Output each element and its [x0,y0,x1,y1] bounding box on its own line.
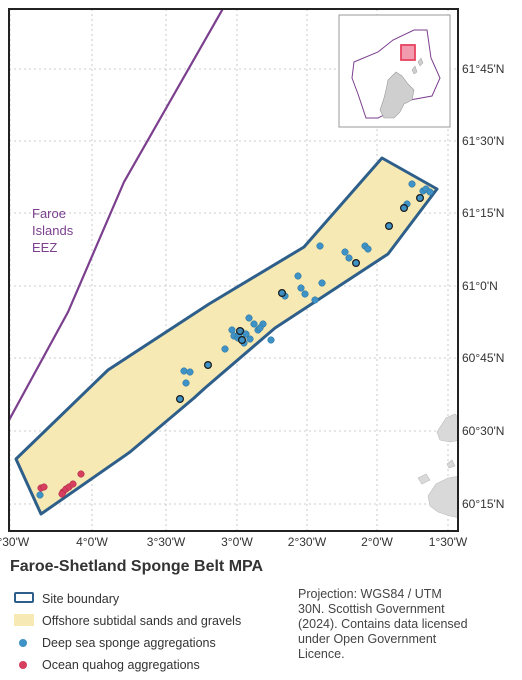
legend-label: Offshore subtidal sands and gravels [42,614,242,628]
sponge-point [221,345,229,353]
sponge-dot-swatch [19,639,27,647]
legend-label: Deep sea sponge aggregations [42,636,216,650]
sponge-point-outline [416,194,425,203]
lat-tick: 61°0'N [462,279,498,293]
quahog-point [58,490,66,498]
sponge-point-outline [204,361,213,370]
sponge-point [311,296,319,304]
map-frame [8,8,459,532]
sponge-point [267,336,275,344]
eez-label-line-3: EEZ [32,240,57,255]
sponge-point [408,180,416,188]
inset-scotland [379,71,415,119]
sponge-point [245,314,253,322]
lon-tick: 4°0'W [76,535,108,549]
sponge-point [426,188,434,196]
faroe-eez-line [9,9,224,423]
sponge-point [246,335,254,343]
map-credit: Projection: WGS84 / UTM 30N. Scottish Go… [298,587,468,661]
sponge-point-outline [352,259,361,268]
map-title: Faroe-Shetland Sponge Belt MPA [10,558,264,575]
eez-label-line-1: Faroe [32,206,66,221]
legend-item-sands: Offshore subtidal sands and gravels [12,610,292,632]
lon-tick: 3°0'W [221,535,253,549]
lat-tick: 61°15'N [462,206,504,220]
quahog-point [40,483,48,491]
legend-item-boundary: Site boundary [12,588,292,610]
sponge-point [316,242,324,250]
lon-tick: 3°30'W [147,535,186,549]
sponge-point [242,330,250,338]
lon-tick: 2°30'W [288,535,327,549]
sponge-point [228,326,236,334]
quahog-dot-swatch [19,661,27,669]
sponge-point-outline [385,222,394,231]
sponge-point-outline [238,336,247,345]
inset-eez-outline [351,29,441,119]
sponge-point-outline [400,204,409,213]
sponge-point [318,279,326,287]
sponge-point [250,320,258,328]
sponge-point [186,368,194,376]
shetland-land [417,413,458,518]
sponge-point-outline [278,289,287,298]
inset-locator-map [338,14,451,128]
lon-tick: 2°0'W [361,535,393,549]
sponge-point-outline [176,395,185,404]
sponge-point [301,290,309,298]
sponge-point-outline [236,327,245,336]
sponge-point [297,284,305,292]
lat-tick: 60°30'N [462,424,504,438]
sponge-point [341,248,349,256]
lat-tick: 61°45'N [462,62,504,76]
sponge-point [36,491,44,499]
sponge-aggregations [36,180,434,499]
lat-tick: 60°15'N [462,497,504,511]
eez-label-line-2: Islands [32,223,74,238]
lat-tick: 60°45'N [462,351,504,365]
sands-swatch [14,614,34,626]
lat-tick: 61°30'N [462,134,504,148]
site-boundary [14,156,439,516]
quahog-point [77,470,85,478]
quahog-aggregations [37,470,85,498]
legend-label: Ocean quahog aggregations [42,658,200,672]
sponge-point [182,379,190,387]
quahog-point [69,480,77,488]
sponge-point [294,272,302,280]
sponge-point [256,324,264,332]
legend-item-quahog: Ocean quahog aggregations [12,654,292,676]
sponge-point [364,245,372,253]
map-canvas: Faroe Islands EEZ 61°45'N 61°30'N 61°15'… [0,8,504,549]
legend-item-sponge: Deep sea sponge aggregations [12,632,292,654]
inset-islands [411,57,424,75]
inset-site-highlight [400,44,416,61]
lon-tick: 4°30'W [0,535,30,549]
legend-label: Site boundary [42,592,120,606]
sponge-point [180,367,188,375]
boundary-swatch [14,592,34,603]
sponge-point [345,254,353,262]
lon-tick: 1°30'W [429,535,468,549]
legend: Site boundary Offshore subtidal sands an… [12,588,292,676]
